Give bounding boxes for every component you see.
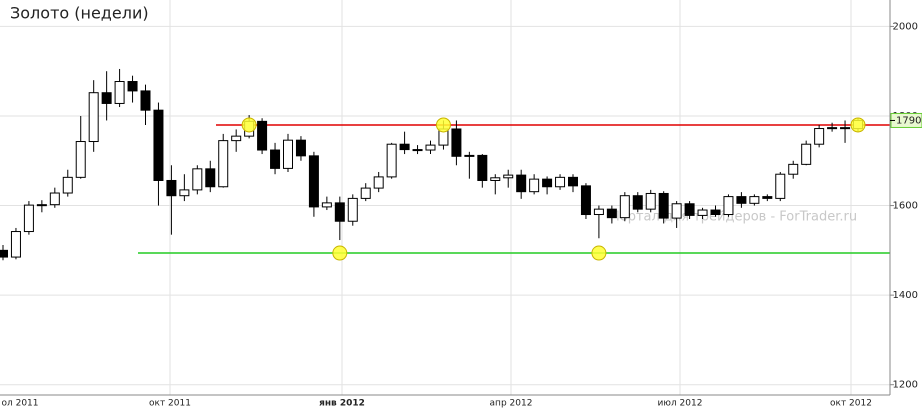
candle-body (399, 143, 410, 151)
y-tick-label: 1400 (893, 290, 918, 301)
candle-body (451, 128, 462, 157)
touch-marker (850, 117, 866, 133)
candle-body (192, 168, 203, 191)
candle-body (127, 81, 138, 92)
candle-body (75, 141, 86, 178)
x-tick-label: июл 2012 (658, 399, 703, 409)
candle-body (412, 149, 423, 152)
candle-body (205, 168, 216, 188)
candle-body (140, 90, 151, 111)
candle-body (814, 128, 825, 145)
candle-body (749, 196, 760, 204)
touch-marker (435, 117, 451, 133)
candle-body (334, 202, 345, 222)
y-tick-label: 1200 (893, 380, 918, 391)
candle-body (464, 154, 475, 157)
candle-body (542, 178, 553, 188)
y-tick-label: 1600 (893, 201, 918, 212)
candle-body (166, 179, 177, 197)
candle-body (36, 204, 47, 207)
candle-body (283, 139, 293, 169)
candle-body (10, 231, 21, 258)
candle-body (386, 143, 397, 178)
candle-body (671, 203, 682, 219)
candle-body (827, 127, 838, 130)
candle-body (308, 155, 319, 208)
candle-body (179, 189, 190, 197)
x-tick-label: ол 2011 (1, 399, 38, 409)
chart-title: Золото (недели) (10, 4, 149, 23)
candle-body (425, 144, 436, 151)
x-tick-label: янв 2012 (319, 399, 365, 409)
candle-body (775, 173, 786, 199)
candle-body (88, 92, 99, 143)
y-tick-label: 2000 (893, 21, 918, 32)
watermark: Портал для трейдеров - ForTrader.ru (610, 210, 857, 225)
x-tick-label: апр 2012 (490, 399, 533, 409)
candle-body (645, 192, 656, 210)
last-price-label: 1790 (896, 115, 921, 126)
candle-body (114, 81, 125, 104)
candle-body (477, 154, 488, 181)
candle-body (580, 185, 591, 216)
touch-marker (241, 117, 257, 133)
candle-body (231, 135, 242, 142)
candle-body (49, 192, 60, 206)
candle-body (801, 143, 812, 165)
candle-body (736, 196, 747, 204)
candle-body (101, 92, 112, 104)
candle-body (218, 140, 229, 188)
candle-body (593, 208, 604, 216)
grid (0, 0, 894, 395)
candle-body (490, 177, 501, 181)
candle-body (347, 197, 358, 222)
candle-body (658, 192, 669, 219)
candle-body (723, 196, 734, 216)
candle-body (710, 209, 721, 216)
candle-body (762, 196, 773, 199)
candle-body (23, 204, 34, 233)
touch-marker (332, 245, 348, 261)
candle-body (503, 174, 514, 179)
candle-body (153, 109, 164, 181)
candle-body (606, 208, 617, 219)
candle-body (568, 176, 578, 187)
candle-body (697, 209, 708, 216)
candle-body (840, 127, 851, 130)
candle-body (684, 203, 695, 216)
candle-body (270, 149, 281, 169)
candle-body (0, 249, 8, 258)
marks (0, 68, 890, 261)
candle-body (529, 178, 540, 193)
candle-body (373, 176, 384, 189)
candle-body (632, 195, 643, 210)
candle-body (788, 163, 799, 175)
candle-body (295, 139, 306, 157)
candle-body (516, 174, 527, 193)
x-tick-label: окт 2012 (830, 399, 872, 409)
x-tick-label: окт 2011 (149, 399, 191, 409)
candle-body (555, 176, 566, 188)
candle-body (321, 202, 332, 208)
candle-body (619, 195, 630, 219)
candle-body (360, 187, 371, 199)
touch-marker (591, 245, 607, 261)
candle-body (257, 120, 268, 151)
candle-body (62, 176, 73, 194)
